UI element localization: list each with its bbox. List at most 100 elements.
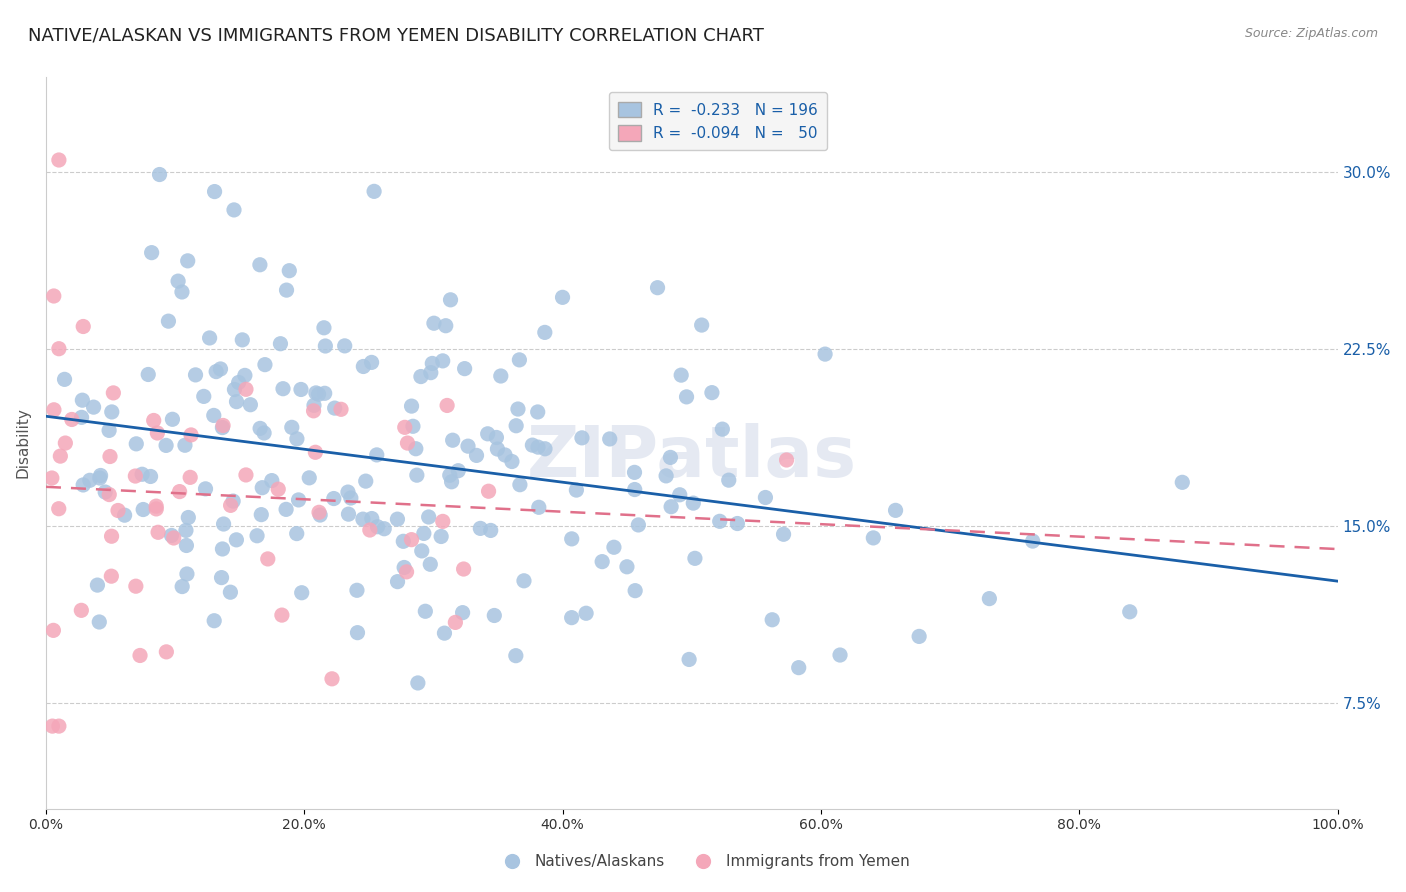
Point (561, 532, 583, 546)
Point (179, 470, 201, 484)
Point (787, 660, 810, 674)
Point (48, 153, 70, 167)
Point (219, 585, 242, 599)
Point (290, 383, 312, 397)
Point (202, 409, 225, 423)
Point (412, 526, 434, 541)
Point (41, 471, 63, 485)
Point (527, 500, 550, 515)
Point (401, 533, 423, 547)
Point (157, 314, 180, 328)
Point (125, 437, 148, 451)
Point (53, 436, 76, 450)
Point (373, 522, 395, 536)
Point (314, 386, 336, 401)
Point (346, 583, 368, 598)
Point (98, 487, 121, 501)
Point (148, 168, 170, 182)
Point (231, 333, 253, 347)
Point (274, 502, 297, 516)
Point (239, 398, 262, 412)
Point (340, 491, 363, 505)
Point (163, 531, 186, 545)
Point (309, 508, 332, 522)
Point (352, 359, 374, 374)
Point (627, 517, 650, 532)
Point (136, 368, 159, 382)
Point (457, 439, 479, 453)
Point (420, 356, 443, 370)
Point (302, 398, 325, 412)
Point (506, 402, 529, 417)
Point (225, 533, 247, 547)
Point (394, 420, 416, 434)
Point (124, 469, 146, 483)
Point (1021, 534, 1043, 549)
Point (145, 502, 167, 516)
Point (202, 614, 225, 628)
Point (260, 474, 283, 488)
Point (477, 426, 499, 441)
Point (48, 501, 70, 516)
Point (270, 608, 292, 623)
Point (884, 503, 907, 517)
Point (486, 442, 509, 456)
Point (70, 410, 93, 425)
Point (333, 339, 356, 353)
Point (485, 430, 508, 444)
Point (141, 245, 163, 260)
Point (89, 471, 111, 485)
Point (439, 293, 461, 307)
Point (439, 468, 461, 483)
Point (575, 607, 598, 621)
Point (423, 316, 446, 330)
Point (224, 383, 246, 397)
Point (409, 369, 432, 384)
Point (174, 438, 197, 452)
Point (49, 449, 72, 463)
Point (249, 258, 271, 272)
Point (211, 420, 233, 434)
Point (176, 566, 198, 581)
Point (100, 405, 122, 419)
Point (321, 672, 343, 686)
Point (527, 440, 550, 454)
Point (683, 551, 706, 566)
Point (828, 648, 851, 662)
Point (447, 464, 470, 478)
Point (453, 361, 475, 376)
Point (419, 366, 441, 380)
Point (72, 393, 94, 408)
Point (278, 263, 301, 277)
Point (432, 354, 454, 368)
Point (114, 508, 136, 523)
Point (285, 526, 308, 541)
Point (505, 648, 527, 663)
Point (761, 613, 783, 627)
Point (470, 521, 492, 535)
Point (131, 467, 153, 482)
Text: Source: ZipAtlas.com: Source: ZipAtlas.com (1244, 27, 1378, 40)
Point (387, 512, 409, 526)
Point (90, 468, 112, 483)
Legend: R =  -0.233   N = 196, R =  -0.094   N =   50: R = -0.233 N = 196, R = -0.094 N = 50 (609, 93, 827, 151)
Point (177, 253, 200, 268)
Point (70, 603, 93, 617)
Point (41, 719, 63, 733)
Point (83, 400, 105, 414)
Point (354, 474, 377, 488)
Point (396, 436, 419, 450)
Point (42, 402, 65, 417)
Point (453, 562, 475, 576)
Point (298, 471, 321, 485)
Point (533, 326, 555, 340)
Point (139, 469, 162, 483)
Point (616, 559, 638, 574)
Point (440, 475, 463, 489)
Point (360, 355, 382, 369)
Point (814, 347, 837, 361)
Point (169, 484, 191, 499)
Point (72, 478, 94, 492)
Point (395, 565, 418, 579)
Point (772, 527, 794, 541)
